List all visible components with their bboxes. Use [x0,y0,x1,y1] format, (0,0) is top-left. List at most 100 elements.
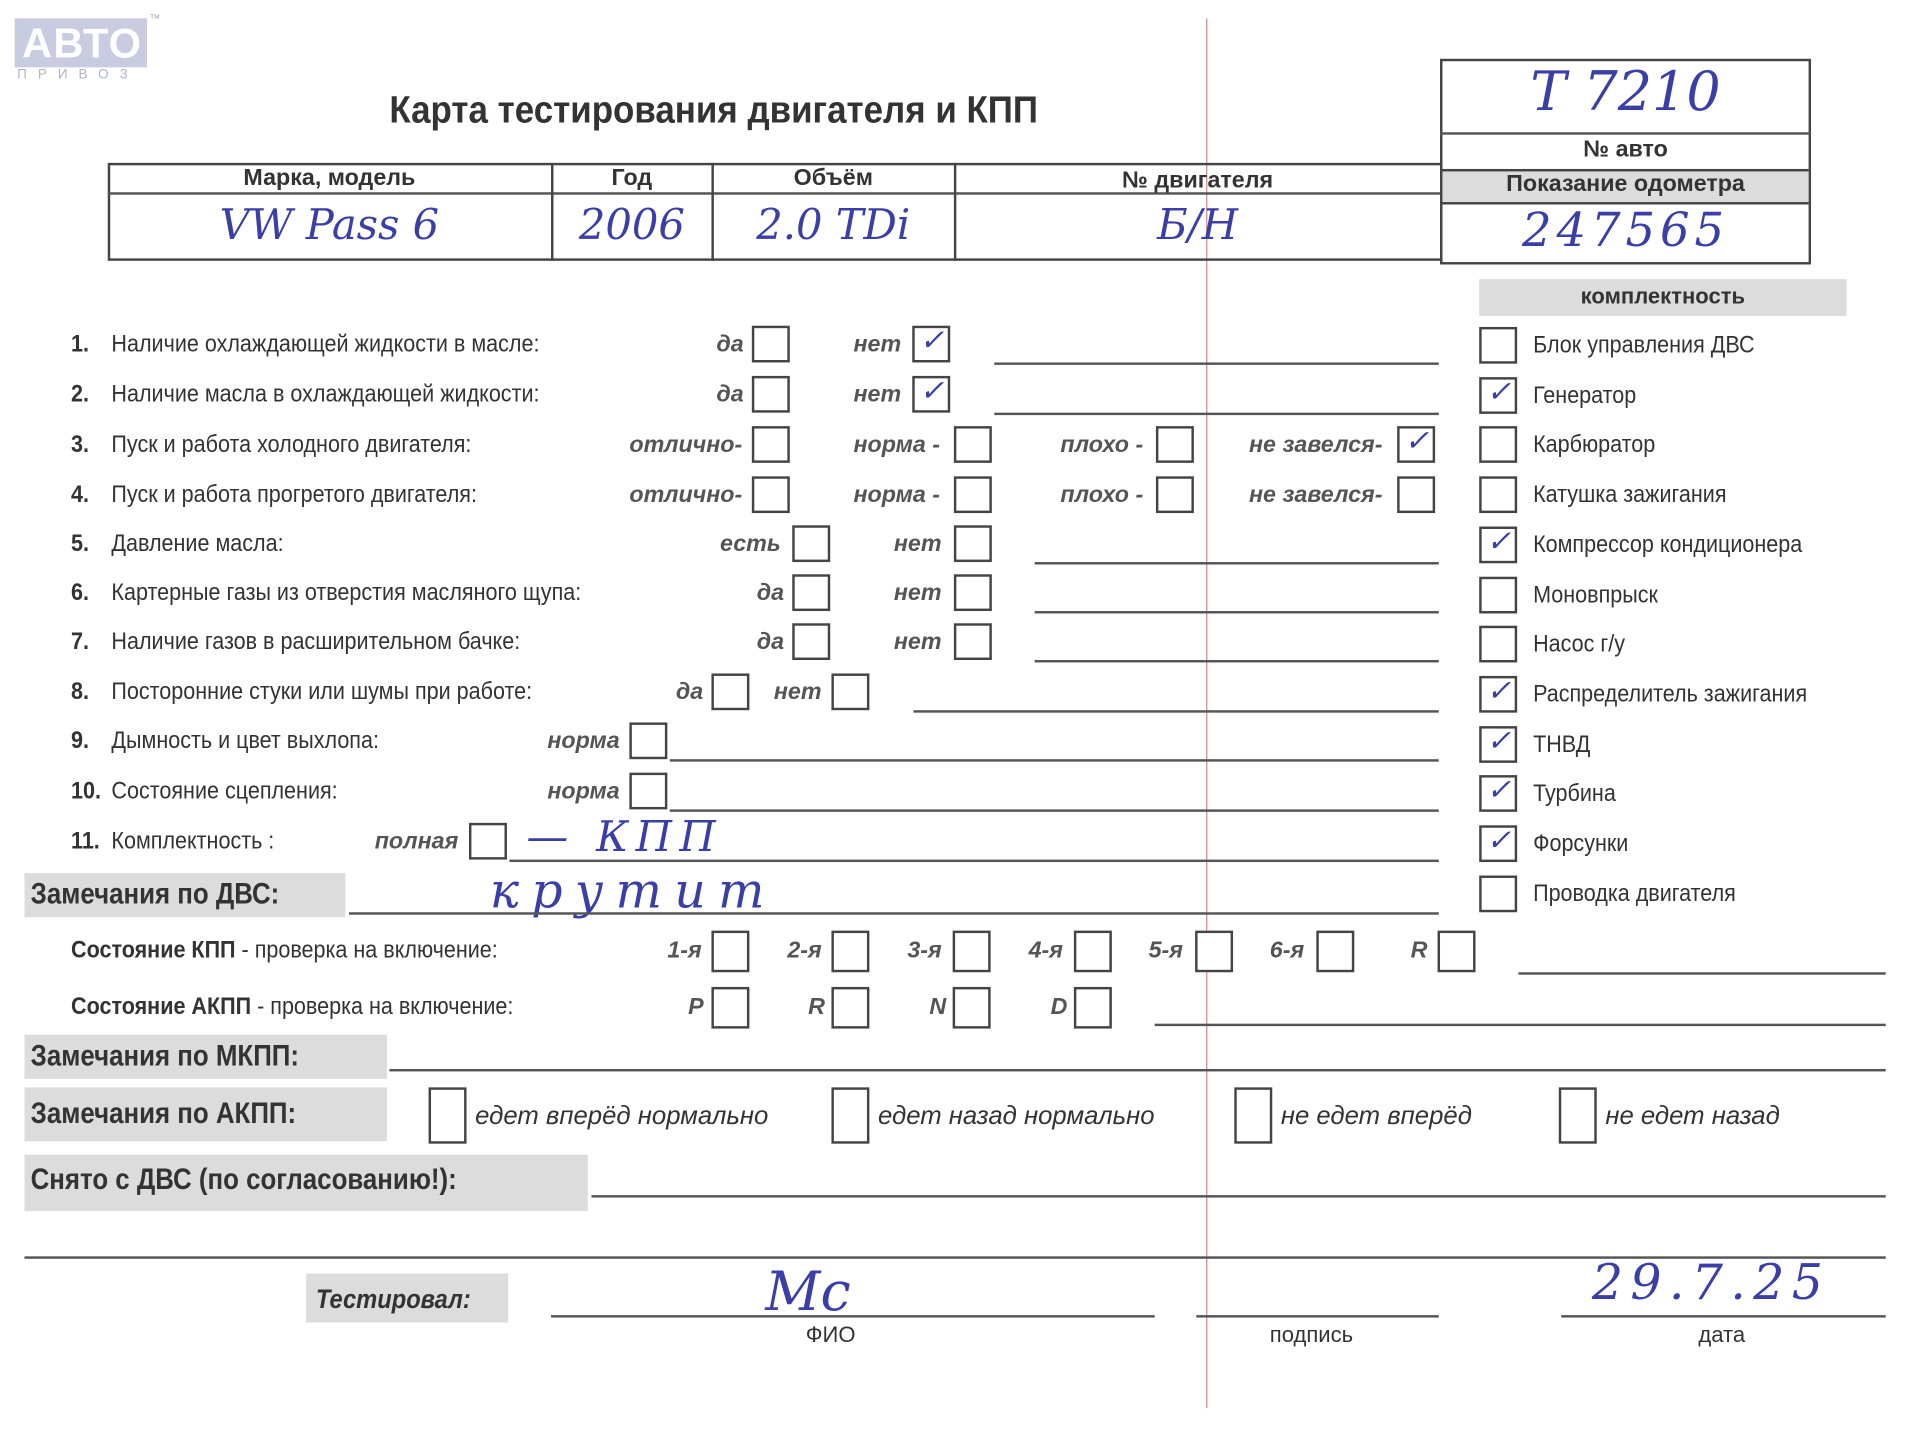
question-number: 10. [71,777,101,805]
col-volume: Объём [793,165,873,192]
completeness-note[interactable]: — КПП [526,813,723,863]
col-model: Марка, модель [243,165,416,192]
section-divider [24,1256,1886,1259]
completeness-checkbox[interactable]: ✓ [1479,773,1518,813]
completeness-checkbox[interactable]: ✓ [1479,673,1518,713]
option-checkbox[interactable]: ✓ [912,323,951,363]
completeness-checkbox[interactable] [1479,875,1518,912]
completeness-item-label: Блок управления ДВС [1533,331,1755,359]
option-checkbox[interactable] [629,772,668,810]
question-number: 3. [71,431,90,458]
option-checkbox[interactable] [831,673,870,711]
gear-checkbox[interactable] [1316,930,1355,973]
completeness-item-label: Проводка двигателя [1533,880,1736,907]
completeness-item-label: Карбюратор [1533,431,1656,459]
akpp-gear-checkbox[interactable] [952,986,991,1029]
date-caption: дата [1698,1322,1746,1347]
option-label: нет [773,679,822,706]
question-text: Наличие масла в охлаждающей жидкости: [111,380,540,408]
completeness-checkbox[interactable]: ✓ [1479,723,1518,763]
option-label: да [756,580,785,607]
name-caption: ФИО [805,1322,856,1347]
date-line [1561,1315,1886,1318]
completeness-checkbox[interactable]: ✓ [1479,524,1518,564]
col-engine-no: № двигателя [1122,167,1274,194]
question-text: Пуск и работа холодного двигателя: [111,431,472,458]
engine-remarks-value[interactable]: крутит [489,863,777,920]
akpp-gear-label: D [1050,994,1068,1021]
gear-checkbox[interactable] [1073,930,1112,973]
engine-remarks-bg [24,873,346,918]
gear-checkbox[interactable] [831,930,870,973]
akpp-remark-checkbox[interactable] [1234,1087,1273,1144]
akpp-remark-checkbox[interactable] [1558,1087,1597,1144]
answer-line [669,809,1439,812]
option-checkbox[interactable] [953,426,992,463]
logo-main: АВТО [22,20,143,68]
option-label: норма - [853,482,941,509]
option-checkbox[interactable] [792,623,831,661]
logo: АВТО [14,18,147,68]
answer-line [509,859,1439,863]
option-checkbox[interactable]: ✓ [1397,424,1436,463]
completeness-checkbox[interactable] [1479,326,1518,364]
completeness-checkbox[interactable]: ✓ [1479,822,1518,863]
option-checkbox[interactable] [1155,476,1194,514]
check-mark-icon: ✓ [1486,822,1512,858]
logo-tm: ™ [149,12,161,25]
akpp-gear-label: R [808,994,825,1021]
option-checkbox[interactable] [751,476,790,514]
option-label: полная [374,828,459,855]
check-mark-icon: ✓ [919,373,945,408]
completeness-item-label: Форсунки [1533,830,1629,858]
option-checkbox[interactable] [953,574,992,612]
option-label: есть [720,531,781,558]
gear-checkbox[interactable] [952,930,991,973]
answer-line [1034,611,1439,614]
name-line [551,1315,1155,1318]
option-checkbox[interactable] [792,574,831,612]
akpp-remark-checkbox[interactable] [831,1087,870,1144]
question-text: Дымность и цвет выхлопа: [111,727,379,755]
date-value[interactable]: 29.7.25 [1591,1255,1831,1312]
option-checkbox[interactable] [751,426,790,463]
option-checkbox[interactable] [953,476,992,514]
completeness-checkbox[interactable] [1479,576,1518,613]
option-checkbox[interactable] [711,673,750,711]
check-mark-icon: ✓ [919,323,945,358]
completeness-item-label: Генератор [1533,381,1637,409]
option-checkbox[interactable] [953,623,992,661]
question-text: Комплектность : [111,827,275,855]
option-checkbox[interactable] [792,525,831,563]
model-value: VW Pass 6 [219,200,440,250]
akpp-remark-checkbox[interactable] [428,1087,467,1144]
gear-label: 2-я [787,937,822,964]
tester-name-value[interactable]: Мс [765,1261,851,1324]
option-label: плохо - [1060,432,1144,458]
answer-line [1034,562,1439,565]
option-checkbox[interactable] [629,722,668,760]
gear-checkbox[interactable] [1195,930,1234,973]
option-checkbox[interactable]: ✓ [912,373,951,413]
completeness-checkbox[interactable]: ✓ [1479,374,1518,414]
option-checkbox[interactable] [751,325,790,363]
option-checkbox[interactable] [953,525,992,563]
completeness-checkbox[interactable] [1479,476,1518,514]
divider [711,162,714,261]
akpp-gear-checkbox[interactable] [831,986,870,1029]
akpp-gear-checkbox[interactable] [1073,986,1112,1029]
option-checkbox[interactable] [468,822,507,860]
year-value: 2006 [578,200,685,250]
option-checkbox[interactable] [1397,476,1436,514]
akpp-gear-checkbox[interactable] [711,986,750,1029]
removed-bg [24,1154,588,1212]
option-label: нет [893,629,942,656]
completeness-checkbox[interactable] [1479,426,1518,464]
gear-checkbox[interactable] [711,930,750,973]
option-checkbox[interactable] [751,375,790,413]
mkpp-remarks-line [389,1068,1886,1072]
completeness-checkbox[interactable] [1479,625,1518,663]
akpp-gear-label: N [929,994,947,1021]
option-checkbox[interactable] [1155,426,1194,463]
gear-checkbox[interactable] [1437,930,1476,973]
